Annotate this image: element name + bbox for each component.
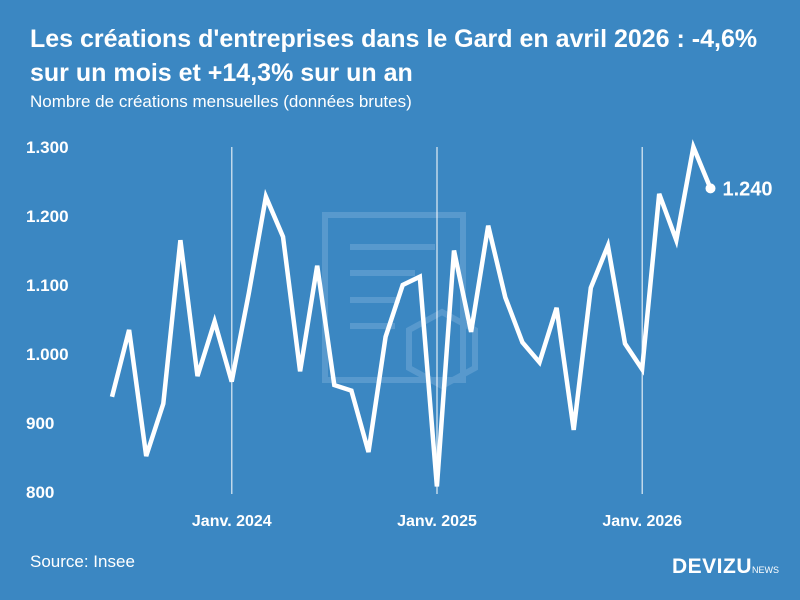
y-tick-label: 900 [26,414,54,433]
x-tick-label: Janv. 2024 [192,513,272,530]
chart-title: Les créations d'entreprises dans le Gard… [30,25,758,87]
series-line [109,139,713,487]
y-tick-label: 1.300 [26,138,69,157]
y-tick-label: 1.000 [26,345,69,364]
y-tick-label: 800 [26,483,54,502]
x-tick-label: Janv. 2025 [397,513,477,530]
x-tick-label: Janv. 2026 [602,513,682,530]
brand-sub: NEWS [752,565,780,575]
chart-subtitle: Nombre de créations mensuelles (données … [30,92,412,111]
last-value-label: 1.240 [723,178,773,200]
source-note: Source: Insee [30,552,135,571]
brand-name: DEVIZU [672,555,753,578]
last-point-marker [705,183,716,194]
y-tick-label: 1.100 [26,276,69,295]
brand-logo: DEVIZUNEWS [672,555,779,579]
y-tick-label: 1.200 [26,207,69,226]
